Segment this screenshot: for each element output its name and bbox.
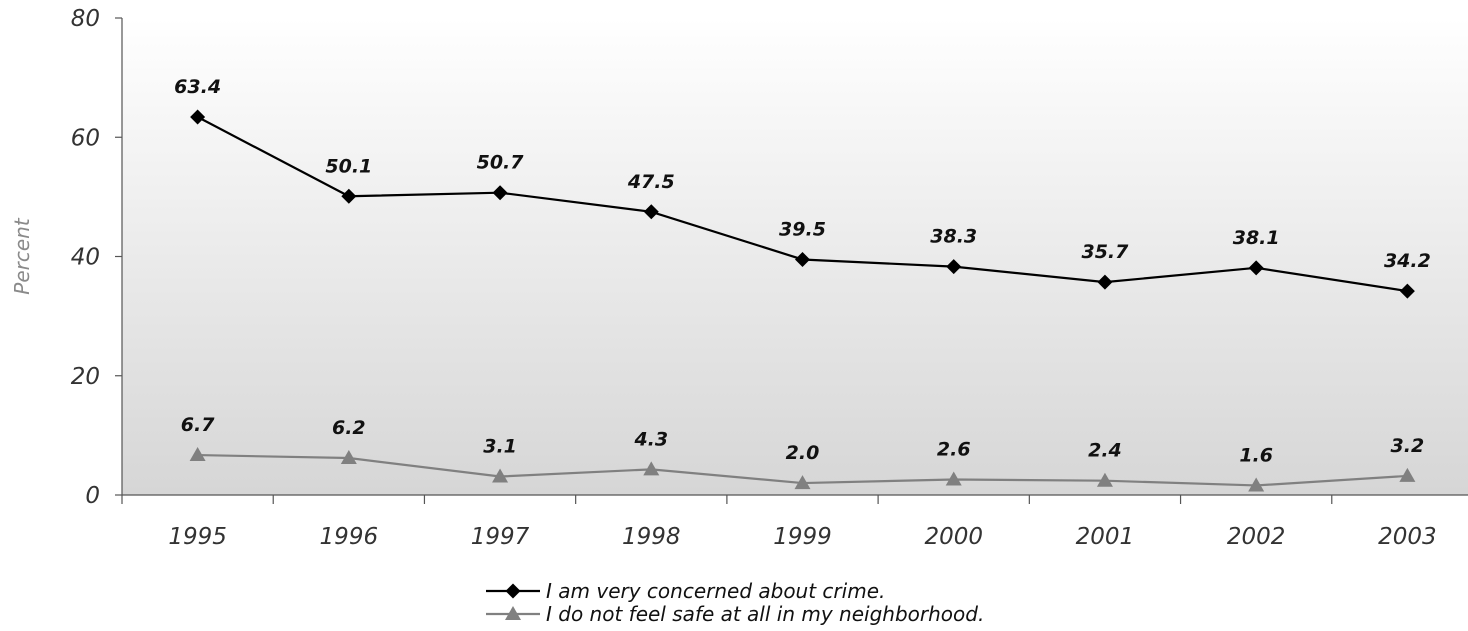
diamond-marker bbox=[1097, 274, 1113, 290]
diamond-marker bbox=[1399, 283, 1415, 299]
data-label: 2.4 bbox=[1088, 440, 1122, 462]
y-tick-label: 0 bbox=[85, 483, 100, 509]
diamond-marker bbox=[1248, 260, 1264, 276]
triangle-marker bbox=[492, 468, 509, 483]
data-label: 6.2 bbox=[332, 417, 366, 439]
diamond-marker bbox=[643, 204, 659, 220]
triangle-marker bbox=[1248, 477, 1265, 492]
data-label: 2.6 bbox=[937, 438, 971, 460]
data-label: 47.5 bbox=[627, 171, 675, 193]
data-label: 4.3 bbox=[633, 428, 668, 450]
legend-label: I do not feel safe at all in my neighbor… bbox=[546, 602, 984, 626]
data-label: 34.2 bbox=[1384, 250, 1431, 272]
data-label: 39.5 bbox=[779, 218, 826, 240]
y-tick-label: 80 bbox=[71, 6, 100, 32]
diamond-marker bbox=[492, 185, 508, 201]
triangle-marker bbox=[1399, 467, 1416, 482]
x-tick-label: 2001 bbox=[1076, 524, 1135, 550]
triangle-marker bbox=[340, 450, 357, 465]
x-tick-label: 1997 bbox=[471, 524, 530, 550]
data-label: 50.7 bbox=[477, 152, 525, 174]
triangle-marker bbox=[794, 475, 811, 490]
data-label: 3.2 bbox=[1391, 435, 1425, 457]
x-tick-label: 1996 bbox=[320, 524, 379, 550]
x-tick-label: 1995 bbox=[168, 524, 227, 550]
data-label: 38.3 bbox=[930, 226, 977, 248]
x-tick-label: 2002 bbox=[1227, 524, 1286, 550]
diamond-marker bbox=[505, 583, 521, 599]
data-label: 1.6 bbox=[1239, 444, 1273, 466]
data-labels: 63.4 50.1 50.7 47.5 39.5 38.3 35.7 38.1 34.2 6.7 6… bbox=[174, 76, 1431, 466]
diamond-marker bbox=[341, 188, 357, 204]
triangle-marker bbox=[505, 606, 521, 620]
triangle-marker bbox=[945, 471, 962, 486]
data-label: 3.1 bbox=[483, 436, 517, 458]
x-tick-label: 2003 bbox=[1378, 524, 1437, 550]
x-tick-label: 2000 bbox=[924, 524, 983, 550]
data-label: 2.0 bbox=[786, 442, 820, 464]
diamond-marker bbox=[190, 109, 206, 125]
x-tick-label: 1999 bbox=[773, 524, 832, 550]
data-label: 38.1 bbox=[1233, 227, 1280, 249]
triangle-marker bbox=[189, 447, 206, 462]
y-axis-title: Percent bbox=[10, 217, 34, 295]
diamond-marker bbox=[795, 251, 810, 267]
series-layer bbox=[189, 109, 1416, 492]
data-label: 35.7 bbox=[1081, 241, 1129, 263]
data-label: 6.7 bbox=[181, 414, 215, 436]
axes: 0 20 40 60 80 1995 1996 1997 1998 1999 2000 2001 200… bbox=[71, 6, 1468, 550]
data-label: 63.4 bbox=[174, 76, 221, 98]
diamond-marker bbox=[946, 259, 962, 275]
x-tick-label: 1998 bbox=[622, 524, 681, 550]
y-tick-label: 60 bbox=[71, 125, 100, 151]
triangle-marker bbox=[1096, 472, 1113, 487]
data-label: 50.1 bbox=[325, 155, 372, 177]
y-tick-label: 40 bbox=[71, 245, 100, 271]
legend-label: I am very concerned about crime. bbox=[546, 579, 885, 603]
triangle-marker bbox=[643, 461, 660, 476]
y-tick-label: 20 bbox=[71, 364, 100, 390]
legend: I am very concerned about crime.I do not… bbox=[486, 579, 984, 626]
